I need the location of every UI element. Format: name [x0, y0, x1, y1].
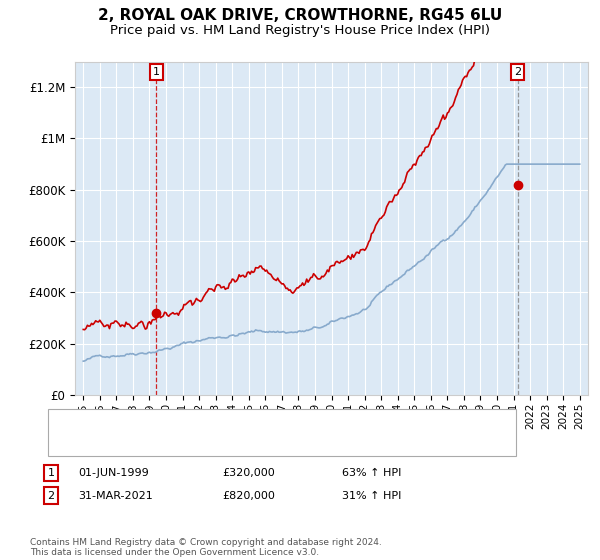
Text: 1: 1 [153, 67, 160, 77]
Text: 2, ROYAL OAK DRIVE, CROWTHORNE, RG45 6LU (detached house): 2, ROYAL OAK DRIVE, CROWTHORNE, RG45 6LU… [81, 416, 424, 426]
Text: 2, ROYAL OAK DRIVE, CROWTHORNE, RG45 6LU: 2, ROYAL OAK DRIVE, CROWTHORNE, RG45 6LU [98, 8, 502, 24]
Text: 1: 1 [47, 468, 55, 478]
Text: 31-MAR-2021: 31-MAR-2021 [78, 491, 153, 501]
Text: ───: ─── [54, 437, 79, 451]
Text: 01-JUN-1999: 01-JUN-1999 [78, 468, 149, 478]
Text: Contains HM Land Registry data © Crown copyright and database right 2024.
This d: Contains HM Land Registry data © Crown c… [30, 538, 382, 557]
Text: 31% ↑ HPI: 31% ↑ HPI [342, 491, 401, 501]
Text: ───: ─── [54, 413, 79, 427]
Text: 2: 2 [47, 491, 55, 501]
Text: £820,000: £820,000 [222, 491, 275, 501]
Text: 2: 2 [514, 67, 521, 77]
Text: £320,000: £320,000 [222, 468, 275, 478]
Text: HPI: Average price, detached house, Wokingham: HPI: Average price, detached house, Woki… [81, 440, 335, 450]
Text: Price paid vs. HM Land Registry's House Price Index (HPI): Price paid vs. HM Land Registry's House … [110, 24, 490, 37]
Text: 63% ↑ HPI: 63% ↑ HPI [342, 468, 401, 478]
